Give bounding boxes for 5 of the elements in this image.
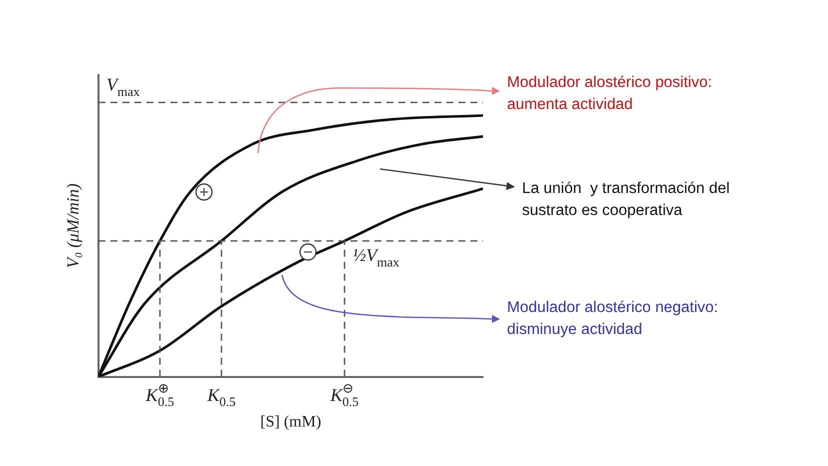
y-axis-title: V₀ (μM/min) bbox=[64, 183, 83, 268]
text: La unión y transformación del sustrato es cooperativa bbox=[522, 179, 731, 221]
text: Modulador alostérico positivo: aumenta actividad bbox=[507, 73, 714, 115]
text: Modulador alostérico negativo: disminuye actividad bbox=[507, 298, 720, 340]
x-axis-title: [S] (mM) bbox=[260, 414, 322, 431]
